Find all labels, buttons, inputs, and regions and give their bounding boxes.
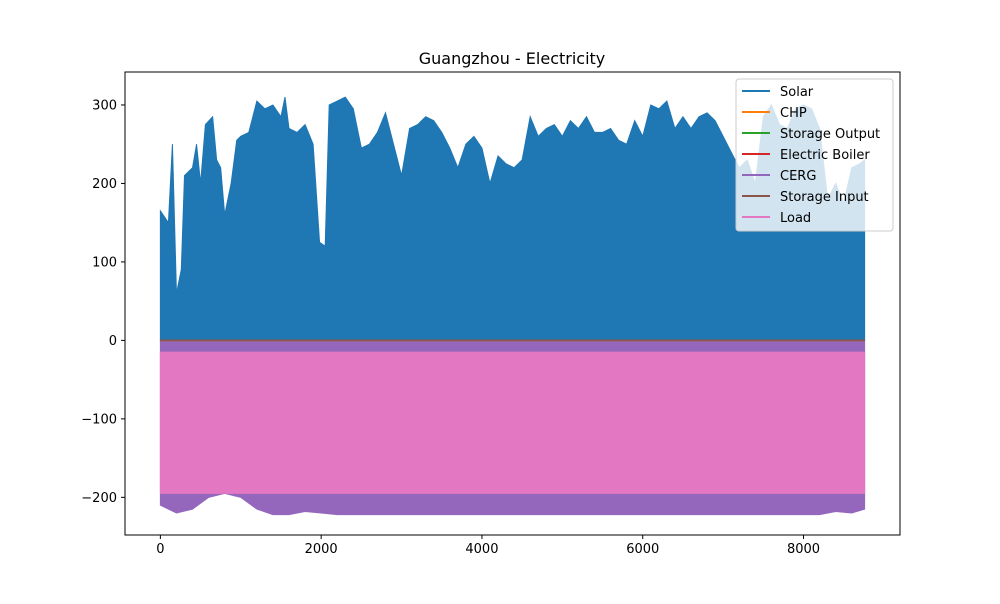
legend-label: Solar — [780, 85, 814, 100]
y-tick-label: −200 — [81, 491, 117, 506]
legend-label: Load — [780, 211, 811, 226]
y-tick-label: −100 — [81, 412, 117, 427]
axes-frame — [124, 71, 901, 536]
axes: 0 2000 4000 6000 8000 −200 −100 0 100 200 300 — [81, 71, 901, 557]
legend-label: CHP — [780, 106, 807, 121]
x-tick-label: 2000 — [305, 542, 338, 557]
plot-marks — [159, 96, 866, 516]
chart-title: Guangzhou - Electricity — [419, 49, 606, 68]
x-tick-label: 4000 — [465, 542, 498, 557]
y-tick-label: 100 — [92, 255, 117, 270]
legend-label: CERG — [780, 169, 816, 184]
plot-area — [159, 96, 866, 516]
legend: Solar CHP Storage Output Electric Boiler CER… — [735, 78, 894, 232]
legend-label: Storage Input — [780, 190, 869, 205]
series-load-area — [159, 351, 866, 494]
legend-label: Storage Output — [780, 127, 880, 142]
y-tick-label: 200 — [92, 177, 117, 192]
y-tick-label: 300 — [92, 98, 117, 113]
y-tick-label: 0 — [109, 334, 117, 349]
x-tick-label: 8000 — [787, 542, 820, 557]
legend-label: Electric Boiler — [780, 148, 870, 163]
legend-box — [735, 78, 894, 232]
x-tick-label: 0 — [156, 542, 164, 557]
x-tick-label: 6000 — [626, 542, 659, 557]
